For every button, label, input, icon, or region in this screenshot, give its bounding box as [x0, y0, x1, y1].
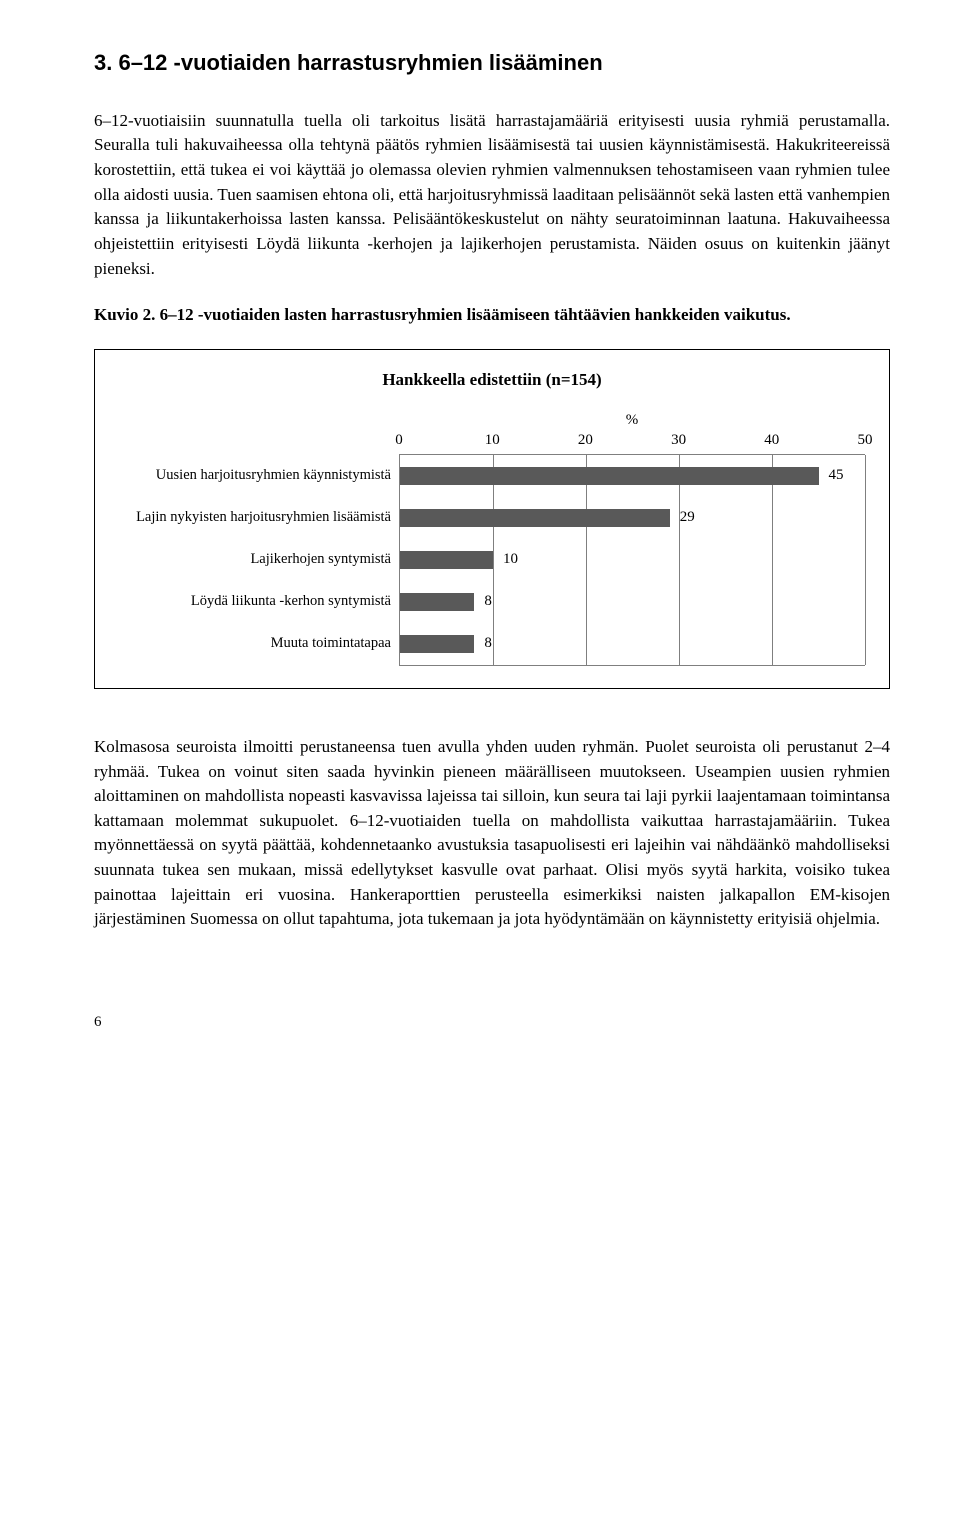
bar — [400, 593, 474, 611]
category-label: Lajikerhojen syntymistä — [119, 538, 399, 580]
bar-row: 8 — [400, 623, 865, 665]
bar-value-label: 45 — [829, 465, 844, 486]
bar-row: 45 — [400, 455, 865, 497]
bar — [400, 509, 670, 527]
chart-body: Uusien harjoitusryhmien käynnistymistäLa… — [119, 410, 865, 666]
x-tick-label: 10 — [485, 430, 500, 451]
page-number: 6 — [94, 1012, 890, 1033]
x-tick-label: 40 — [764, 430, 779, 451]
x-tick-label: 50 — [858, 430, 873, 451]
gridline — [865, 455, 866, 665]
x-tick-label: 0 — [395, 430, 403, 451]
category-label: Lajin nykyisten harjoitusryhmien lisäämi… — [119, 496, 399, 538]
bar-row: 29 — [400, 497, 865, 539]
bar-value-label: 8 — [484, 591, 492, 612]
unit-label: % — [399, 410, 865, 430]
bar — [400, 551, 493, 569]
bar-row: 10 — [400, 539, 865, 581]
chart-container: Hankkeella edistettiin (n=154) Uusien ha… — [94, 349, 890, 689]
bar — [400, 467, 819, 485]
category-label: Muuta toimintatapaa — [119, 622, 399, 664]
section-heading: 3. 6–12 -vuotiaiden harrastusryhmien lis… — [94, 48, 890, 79]
x-tick-label: 30 — [671, 430, 686, 451]
category-label: Uusien harjoitusryhmien käynnistymistä — [119, 454, 399, 496]
body-paragraph-1: 6–12-vuotiaisiin suunnatulla tuella oli … — [94, 109, 890, 281]
chart-title: Hankkeella edistettiin (n=154) — [119, 368, 865, 392]
plot-column: % 01020304050 45291088 — [399, 410, 865, 666]
bar — [400, 635, 474, 653]
body-paragraph-2: Kolmasosa seuroista ilmoitti perustaneen… — [94, 735, 890, 932]
x-tick-label: 20 — [578, 430, 593, 451]
category-label: Löydä liikunta -kerhon syntymistä — [119, 580, 399, 622]
x-axis: 01020304050 — [399, 430, 865, 454]
bar-value-label: 29 — [680, 507, 695, 528]
plot-area: 45 29 10 8 8 — [399, 454, 865, 666]
y-axis-labels: Uusien harjoitusryhmien käynnistymistäLa… — [119, 410, 399, 666]
bar-row: 8 — [400, 581, 865, 623]
kuvio-title: Kuvio 2. 6–12 -vuotiaiden lasten harrast… — [94, 303, 890, 327]
bar-value-label: 10 — [503, 549, 518, 570]
bar-value-label: 8 — [484, 633, 492, 654]
